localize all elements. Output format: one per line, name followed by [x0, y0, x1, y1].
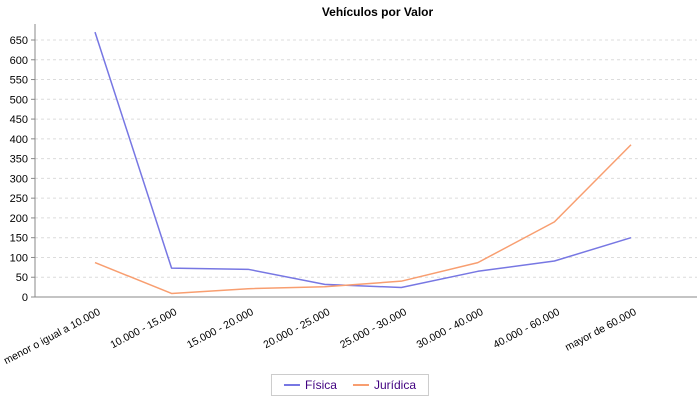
y-axis-tick-label: 350 [10, 154, 28, 166]
y-axis-tick-label: 250 [10, 193, 28, 205]
y-axis-tick-label: 600 [10, 55, 28, 67]
x-axis-category-label: 15.000 - 20.000 [185, 306, 256, 351]
y-axis-tick-label: 100 [10, 252, 28, 264]
legend: Física Jurídica [270, 374, 430, 396]
y-axis-tick-label: 650 [10, 35, 28, 47]
y-axis-tick-label: 200 [10, 213, 28, 225]
legend-label-fisica: Física [304, 378, 337, 392]
legend-item-fisica: Física [283, 378, 337, 392]
x-axis-category-label: 10.000 - 15.000 [108, 306, 179, 351]
juridica-series-line [94, 144, 632, 295]
y-axis-tick-label: 150 [10, 233, 28, 245]
x-axis-category-label: mayor de 60.000 [563, 306, 638, 354]
juridica-line-swatch-icon [352, 384, 369, 386]
legend-item-juridica: Jurídica [352, 378, 417, 392]
y-axis-tick-label: 500 [10, 94, 28, 106]
fisica-series-line [94, 31, 632, 289]
fisica-line-swatch-icon [283, 384, 300, 386]
legend-label-juridica: Jurídica [373, 378, 417, 392]
line-chart-plot: 0 50 100 150 200 250 300 350 400 450 500 550 600 650 m… [2, 24, 697, 367]
x-axis-category-label: 20.000 - 25.000 [262, 306, 333, 351]
y-axis-tick-label: 50 [16, 272, 28, 284]
x-axis-category-label: 30.000 - 40.000 [415, 306, 486, 351]
y-axis-tick-label: 550 [10, 75, 28, 87]
chart-title: Vehículos por Valor [321, 5, 434, 19]
y-axis-tick-label: 300 [10, 173, 28, 185]
x-axis-category-label: 25.000 - 30.000 [338, 306, 409, 351]
x-axis-category-label: menor o igual a 10.000 [2, 306, 103, 367]
y-axis-tick-label: 0 [22, 292, 28, 304]
x-axis-category-label: 40.000 - 60.000 [491, 306, 562, 351]
y-axis-tick-label: 400 [10, 134, 28, 146]
y-axis-tick-label: 450 [10, 114, 28, 126]
